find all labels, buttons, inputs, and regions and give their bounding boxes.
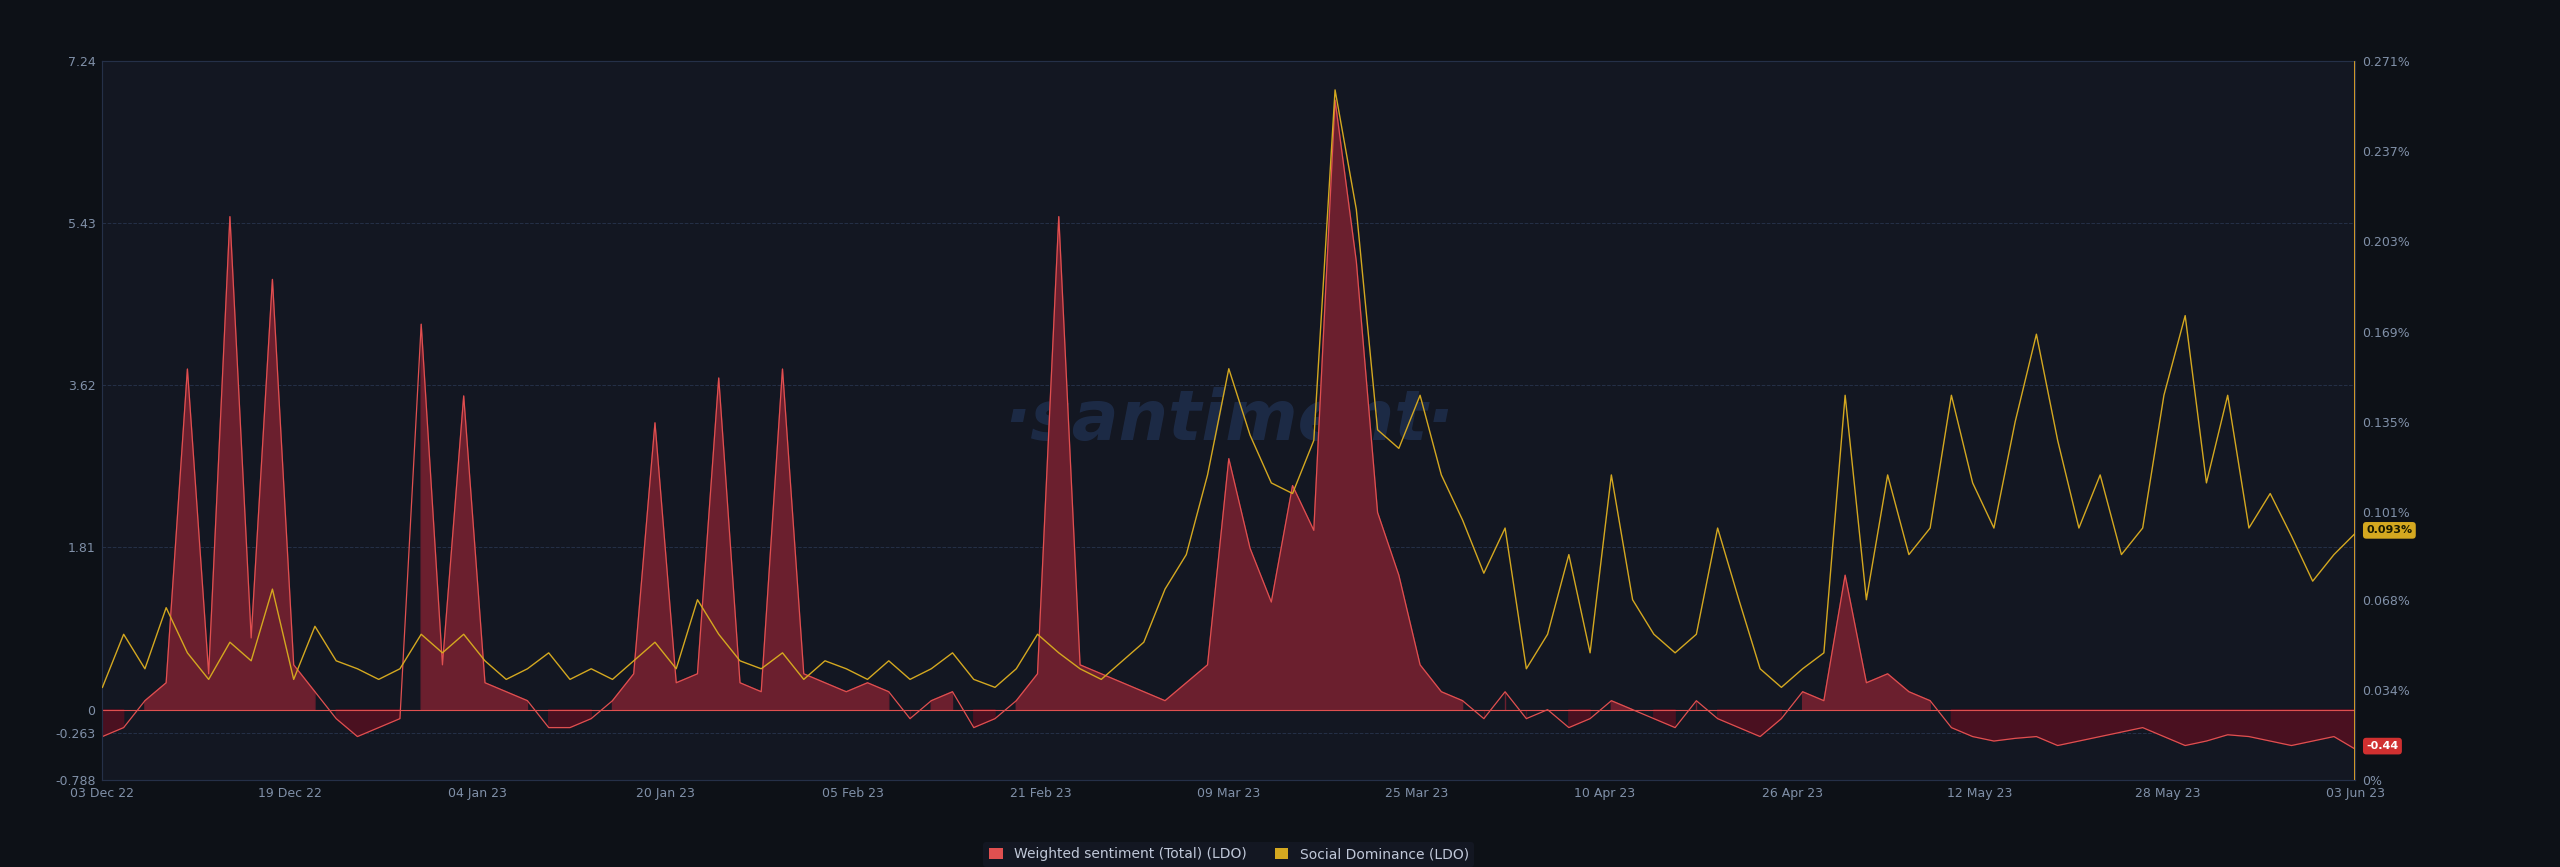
Text: 0.093%: 0.093% <box>2365 525 2412 535</box>
Text: ·santiment·: ·santiment· <box>1004 387 1454 454</box>
Legend: Weighted sentiment (Total) (LDO), Social Dominance (LDO): Weighted sentiment (Total) (LDO), Social… <box>983 842 1475 867</box>
Text: -0.44: -0.44 <box>2365 741 2399 751</box>
